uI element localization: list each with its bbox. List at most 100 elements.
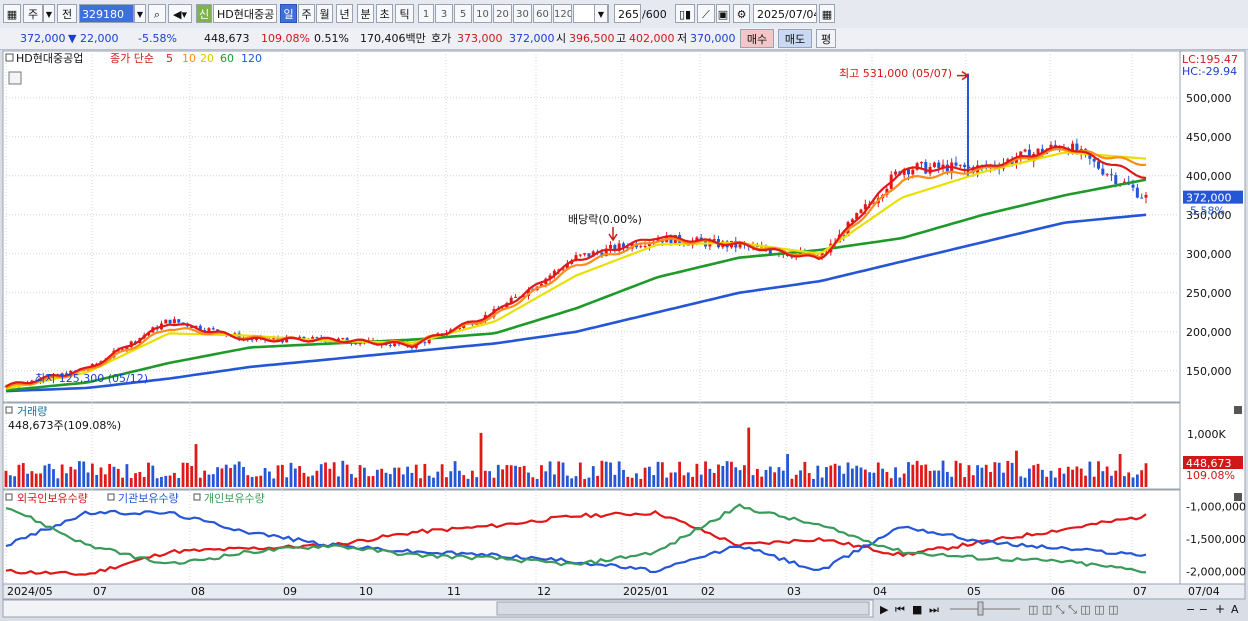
zoom-out-icon[interactable]: − − [1186,603,1208,616]
volume-bar [958,463,962,487]
volume-bar [397,467,401,487]
candle-body [211,328,215,330]
interval-20[interactable]: 20 [493,4,512,23]
table-icon[interactable] [8,71,22,85]
high-price: 402,000 [629,32,675,45]
holding-legend-icon[interactable] [107,493,115,501]
holding-panel-close-icon[interactable] [1234,493,1242,501]
candle-body [712,239,716,241]
line-tool-icon[interactable]: ⟋ [697,4,715,23]
toolbar: ▦ 주 ▼ 전 329180 ▼ ⌕ ◀▾ 신 HD현대중공 일 주 월 년 분… [0,0,1248,29]
mode-select[interactable]: 주 [23,4,43,23]
volume-bar [570,478,574,487]
layout-icon[interactable]: ▦ [3,4,21,23]
x-axis-label: 2024/05 [7,585,53,598]
volume-bar [708,468,712,487]
candle-body [1040,148,1044,154]
search-icon[interactable]: ⌕ [148,4,166,23]
scrollbar-thumb[interactable] [496,601,870,616]
legend-toggle-icon[interactable] [5,53,14,62]
interval-10[interactable]: 10 [473,4,492,23]
volume-bar [574,476,578,487]
volume-bar [492,477,496,487]
period-month[interactable]: 월 [316,4,333,23]
current-price-tag [1183,190,1243,204]
forward-icon[interactable]: ⏭ [929,603,939,616]
sell-button[interactable]: 매도 [778,29,812,48]
period-minute[interactable]: 분 [357,4,374,23]
volume-bar [388,474,392,487]
eval-button[interactable]: 평 [816,29,836,48]
jeon-button[interactable]: 전 [57,4,77,23]
low-price: 370,000 [690,32,736,45]
volume-bar [920,465,923,487]
gear-icon[interactable]: ⚙ [733,4,750,23]
zoom-slider-thumb[interactable] [977,601,984,616]
volume-bar [470,470,474,487]
volume-bar [531,477,535,487]
volume-bar [1010,462,1014,487]
volume-bar [216,467,219,487]
buy-button[interactable]: 매수 [740,29,774,48]
volume-bar [1032,465,1036,487]
volume-title: 거래량 [17,405,47,418]
volume-bar [622,469,625,487]
interval-1[interactable]: 1 [418,4,434,23]
volume-bar [116,468,120,487]
interval-120[interactable]: 120 [553,4,572,23]
font-size-icon[interactable]: A [1231,603,1239,616]
volume-bar [263,468,267,487]
count-input[interactable]: 265 [614,4,641,23]
chevron-down-icon[interactable]: ▼ [43,4,55,23]
holding-legend-icon[interactable] [5,493,13,501]
period-second[interactable]: 초 [376,4,393,23]
chevron-down-icon[interactable]: ▼ [134,4,146,23]
volume-bar [311,475,314,487]
stop-icon[interactable]: ■ [912,603,922,616]
candle-body [172,319,176,324]
new-button[interactable]: 신 [196,4,212,23]
chevron-down-icon[interactable]: ▼ [594,4,608,23]
volume-legend-icon[interactable] [5,406,13,414]
holding-legend-icon[interactable] [193,493,201,501]
rewind-icon[interactable]: ⏮ [895,603,905,616]
volume-bar [410,472,414,487]
volume-bar [17,464,21,487]
stock-code-input[interactable]: 329180 [79,4,134,23]
volume-bar [1123,476,1126,487]
period-day[interactable]: 일 [280,4,297,23]
period-year[interactable]: 년 [336,4,353,23]
candle-body [945,164,949,174]
holding-lines [5,503,1147,576]
volume-bar [635,473,638,487]
quote-label: 호가 [431,32,452,45]
low-annotation: 최저 125,300 (05/12) [35,372,148,385]
volume-bar [332,462,336,487]
interval-60[interactable]: 60 [533,4,552,23]
speaker-icon[interactable]: ◀▾ [168,4,192,23]
stock-name-field[interactable]: HD현대중공 [213,4,277,23]
candle-icon[interactable]: ▯▮ [675,4,695,23]
date-input[interactable]: 2025/07/04 [753,4,817,23]
legend-foreign: 외국인보유수량 [17,492,88,505]
volume-panel-close-icon[interactable] [1234,406,1242,414]
period-week[interactable]: 주 [298,4,315,23]
tool-icons[interactable]: ◫ ◫ ⤡ ⤡ ◫ ◫ ◫ [1028,603,1119,616]
period-tick[interactable]: 틱 [395,4,414,23]
volume-bar [509,465,513,487]
trade-amount: 170,406백만 [360,32,426,45]
candle-body [907,169,910,175]
zoom-in-icon[interactable]: + [1215,602,1225,616]
calendar-icon[interactable]: ▦ [819,4,835,23]
candle-body [280,339,284,343]
interval-5[interactable]: 5 [454,4,472,23]
price-tick-label: 250,000 [1186,287,1232,300]
interval-3[interactable]: 3 [435,4,453,23]
save-icon[interactable]: ▣ [716,4,730,23]
stock-chart[interactable]: 150,000 200,000 250,000 300,000 350,000 400,0… [0,49,1248,621]
volume-bar [328,468,332,487]
volume-bar [699,474,703,487]
scroll-right-icon[interactable]: ▶ [880,603,889,616]
interval-30[interactable]: 30 [513,4,532,23]
volume-bar [933,470,936,487]
